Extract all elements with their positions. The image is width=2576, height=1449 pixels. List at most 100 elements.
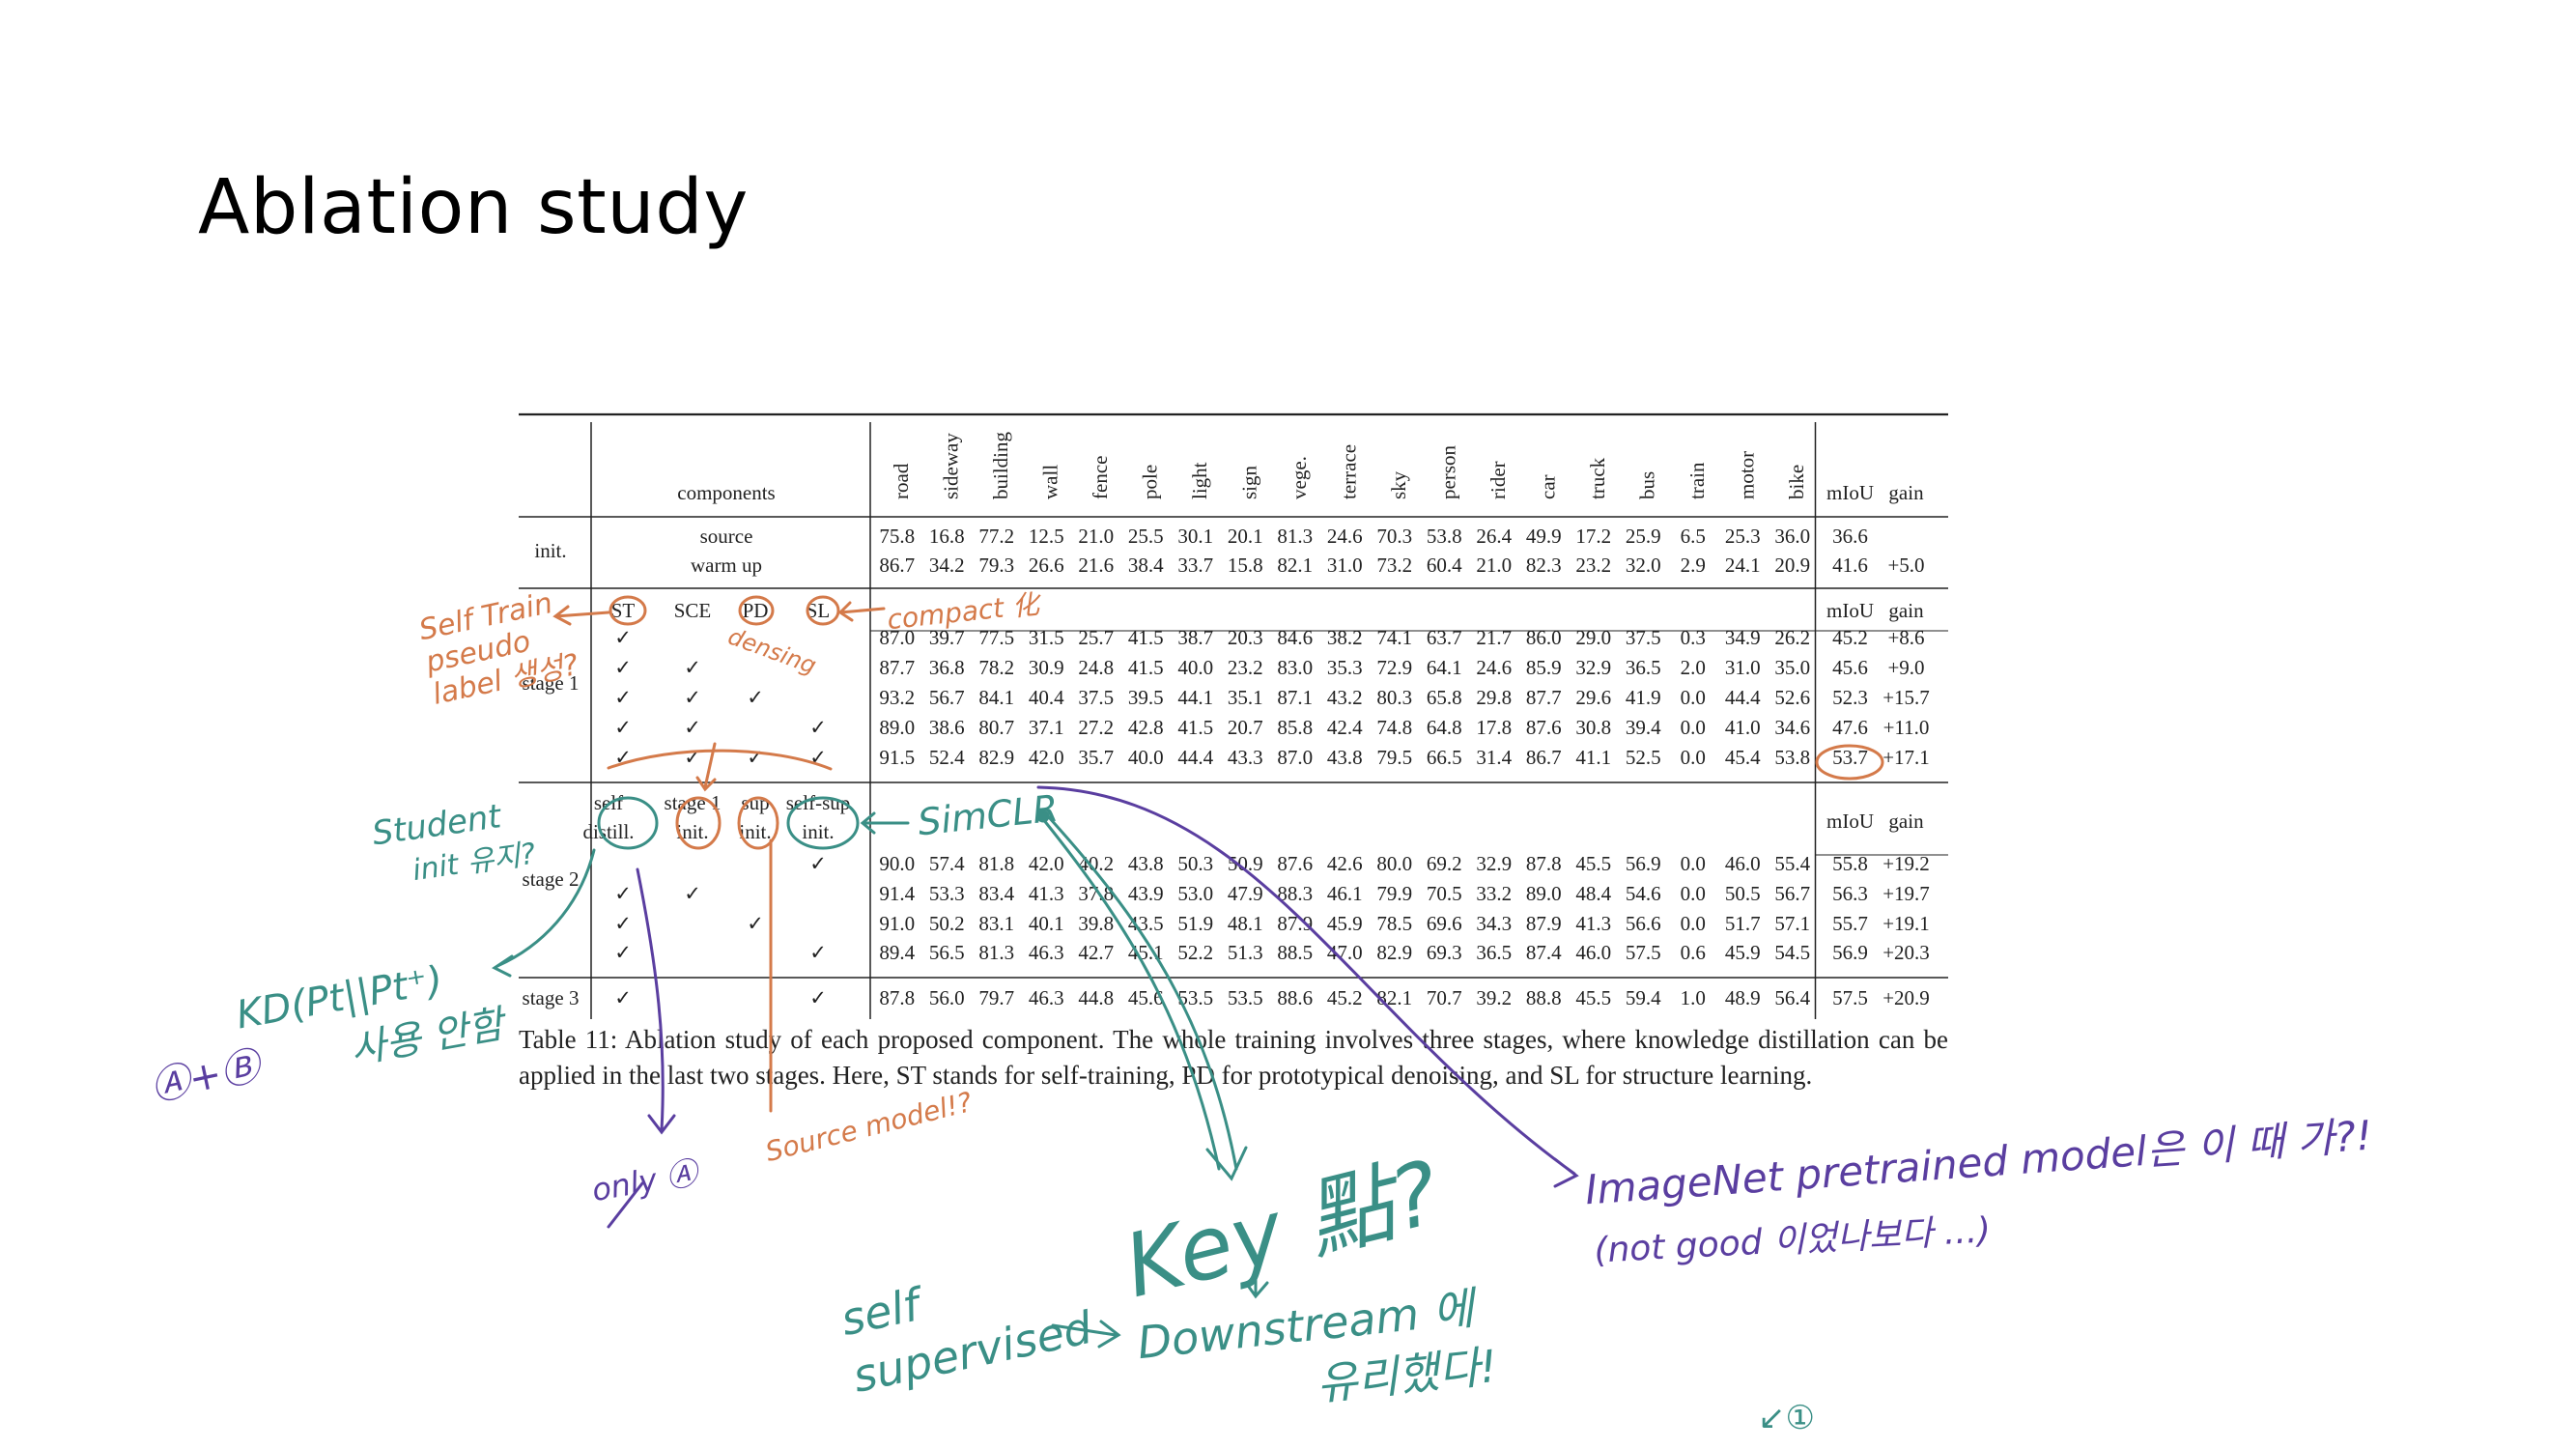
- stage1-row-1-val-3: 30.9: [1029, 656, 1064, 679]
- stage1-row-0-val-16: 0.3: [1681, 626, 1706, 649]
- stage1-row-3-val-6: 41.5: [1177, 716, 1213, 739]
- stage3-row-check-0: ✓: [614, 986, 632, 1009]
- stage1-row-4-val-16: 0.0: [1681, 746, 1706, 769]
- init-row-1-gain: +5.0: [1887, 554, 1924, 577]
- stage1-row-1-val-2: 78.2: [978, 656, 1014, 679]
- stage1-row-2-val-10: 80.3: [1376, 686, 1412, 709]
- stage1-row-2-check-2: ✓: [747, 686, 764, 709]
- init-row-0-miou: 36.6: [1832, 525, 1868, 548]
- stage2-row-0-val-1: 57.4: [929, 852, 965, 875]
- stage2-row-1-val-8: 88.3: [1277, 882, 1313, 905]
- header-class-8: vege.: [1288, 456, 1311, 499]
- init-row-0-val-0: 75.8: [879, 525, 915, 548]
- stage1-row-3-val-8: 85.8: [1277, 716, 1313, 739]
- header-miou: mIoU: [1826, 481, 1874, 504]
- stage1-comp-3: SL: [807, 599, 831, 622]
- stage1-row-1-val-15: 36.5: [1626, 656, 1661, 679]
- header-class-14: truck: [1586, 457, 1609, 499]
- init-row-1-val-17: 24.1: [1725, 554, 1761, 577]
- stage2-row-0-val-7: 50.9: [1228, 852, 1263, 875]
- stage1-row-4-val-5: 40.0: [1128, 746, 1164, 769]
- stage1-row-3-val-12: 17.8: [1476, 716, 1512, 739]
- stage2-row-1-val-13: 89.0: [1526, 882, 1562, 905]
- stage2-row-2-val-11: 69.6: [1427, 912, 1462, 935]
- init-row-1-val-13: 82.3: [1526, 554, 1562, 577]
- stage1-row-1-val-0: 87.7: [879, 656, 915, 679]
- stage2-row-1-val-15: 54.6: [1626, 882, 1661, 905]
- stage1-row-3-val-16: 0.0: [1681, 716, 1706, 739]
- stage2-row-0-val-9: 42.6: [1327, 852, 1363, 875]
- stage2-row-2-val-13: 87.9: [1526, 912, 1562, 935]
- stage1-row-3-val-7: 20.7: [1228, 716, 1263, 739]
- stage1-row-3-val-5: 42.8: [1128, 716, 1164, 739]
- init-row-0-val-5: 25.5: [1128, 525, 1164, 548]
- stage2-row-3-val-6: 52.2: [1177, 941, 1213, 964]
- header-class-3: wall: [1038, 465, 1062, 499]
- stage2-row-3-miou: 56.9: [1832, 941, 1868, 964]
- stage2-row-1-val-6: 53.0: [1177, 882, 1213, 905]
- stage3-row-val-10: 82.1: [1376, 986, 1412, 1009]
- stage1-row-0-val-3: 31.5: [1029, 626, 1064, 649]
- stage3-row-val-13: 88.8: [1526, 986, 1562, 1009]
- stage1-row-1-val-4: 24.8: [1078, 656, 1114, 679]
- stage1-row-4-val-2: 82.9: [978, 746, 1014, 769]
- stage1-row-1-gain: +9.0: [1887, 656, 1924, 679]
- stage3-row-val-12: 39.2: [1476, 986, 1512, 1009]
- init-row-1-val-8: 82.1: [1277, 554, 1313, 577]
- stage2-row-0-val-10: 80.0: [1376, 852, 1412, 875]
- stage1-row-2-val-11: 65.8: [1427, 686, 1462, 709]
- stage1-row-0-miou: 45.2: [1832, 626, 1868, 649]
- stage3-row-gain: +20.9: [1882, 986, 1930, 1009]
- stage1-row-3-val-4: 27.2: [1078, 716, 1114, 739]
- stage3-row-val-17: 48.9: [1725, 986, 1761, 1009]
- header-class-16: train: [1685, 462, 1709, 499]
- stage2-row-3-val-14: 46.0: [1575, 941, 1611, 964]
- stage1-row-2-val-5: 39.5: [1128, 686, 1164, 709]
- stage2-row-1-gain: +19.7: [1882, 882, 1930, 905]
- stage1-row-3-val-18: 34.6: [1774, 716, 1810, 739]
- stage2-row-3-val-1: 56.5: [929, 941, 965, 964]
- init-row-0-val-18: 36.0: [1774, 525, 1810, 548]
- stage1-row-3-val-13: 87.6: [1526, 716, 1562, 739]
- stage1-row-2-check-1: ✓: [684, 686, 701, 709]
- stage1-row-4-val-12: 31.4: [1476, 746, 1512, 769]
- table-caption: Table 11: Ablation study of each propose…: [519, 1025, 1948, 1090]
- stage2-row-0-val-11: 69.2: [1427, 852, 1462, 875]
- stage2-row-2-val-8: 87.9: [1277, 912, 1313, 935]
- stage2-row-3-val-4: 42.7: [1078, 941, 1114, 964]
- stage2-row-2-val-0: 91.0: [879, 912, 915, 935]
- init-row-0-val-13: 49.9: [1526, 525, 1562, 548]
- stage2-row-2-val-14: 41.3: [1575, 912, 1611, 935]
- annotation-student-init: Student init 유지?: [370, 791, 539, 897]
- stage2-row-2-val-1: 50.2: [929, 912, 965, 935]
- stage1-row-2-val-18: 52.6: [1774, 686, 1810, 709]
- init-row-name-1: warm up: [691, 554, 762, 577]
- stage1-row-2-val-2: 84.1: [978, 686, 1014, 709]
- stage2-row-2-val-17: 51.7: [1725, 912, 1761, 935]
- annotation-self-supervised: self supervised: [835, 1241, 1096, 1406]
- stage3-row-val-14: 45.5: [1575, 986, 1611, 1009]
- stage2-row-3-val-9: 47.0: [1327, 941, 1363, 964]
- stage2-comp-0-b: distill.: [582, 820, 634, 843]
- header-gain: gain: [1888, 481, 1924, 504]
- init-row-0-val-10: 70.3: [1376, 525, 1412, 548]
- stage1-row-0-val-4: 25.7: [1078, 626, 1114, 649]
- stage1-row-0-val-2: 77.5: [978, 626, 1014, 649]
- stage2-row-1-val-2: 83.4: [978, 882, 1014, 905]
- stage3-row-check-3: ✓: [809, 986, 827, 1009]
- stage1-row-1-check-0: ✓: [614, 656, 632, 679]
- stage1-row-3-val-11: 64.8: [1427, 716, 1462, 739]
- stage1-miou-head: mIoU: [1826, 599, 1874, 622]
- stage1-row-1-miou: 45.6: [1832, 656, 1868, 679]
- header-class-0: road: [890, 463, 913, 499]
- stage1-label: stage 1: [523, 671, 580, 695]
- stage1-row-2-val-6: 44.1: [1177, 686, 1213, 709]
- stage2-row-1-val-1: 53.3: [929, 882, 965, 905]
- init-row-0-val-3: 12.5: [1029, 525, 1064, 548]
- init-row-1-val-14: 23.2: [1575, 554, 1611, 577]
- stage2-row-2-val-16: 0.0: [1681, 912, 1706, 935]
- stage2-row-1-check-1: ✓: [684, 882, 701, 905]
- stage2-row-2-miou: 55.7: [1832, 912, 1868, 935]
- stage3-row-val-1: 56.0: [929, 986, 965, 1009]
- stage1-row-0-val-8: 84.6: [1277, 626, 1313, 649]
